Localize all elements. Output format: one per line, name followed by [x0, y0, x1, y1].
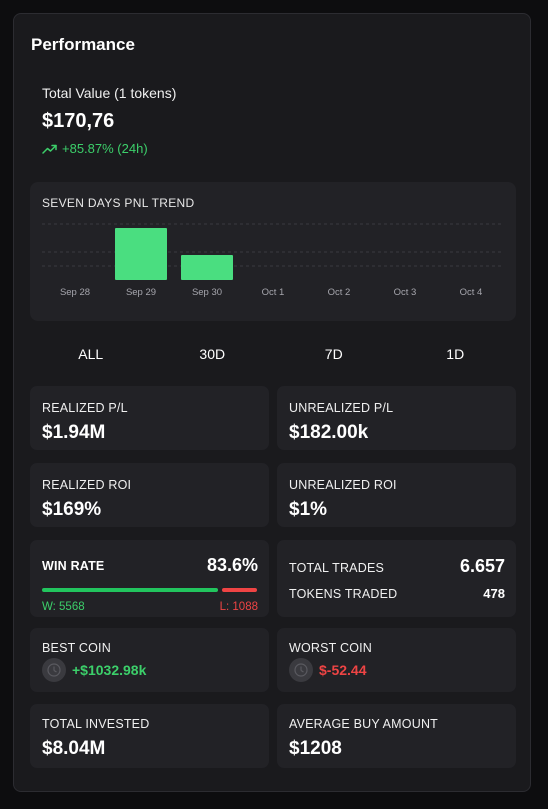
total-value-change-text: +85.87% (24h) — [62, 141, 148, 156]
realized-pl-label: REALIZED P/L — [42, 401, 128, 415]
x-tick-label: Sep 30 — [192, 287, 222, 298]
tokens-traded-label: TOKENS TRADED — [289, 587, 398, 601]
unrealized-pl-label: UNREALIZED P/L — [289, 401, 394, 415]
average-buy-card: AVERAGE BUY AMOUNT $1208 — [277, 704, 516, 768]
worst-coin-value: $-52.44 — [319, 662, 367, 678]
panel-title: Performance — [31, 35, 135, 54]
total-trades-value: 6.657 — [459, 556, 505, 576]
best-coin-row: +$1032.98k — [42, 658, 146, 682]
trending-up-icon — [42, 144, 57, 154]
tab-30d[interactable]: 30D — [199, 346, 226, 362]
x-tick-label: Oct 3 — [394, 287, 417, 298]
realized-roi-value: $169% — [42, 499, 102, 520]
worst-coin-card: WORST COIN $-52.44 — [277, 628, 516, 692]
chart-title: SEVEN DAYS PNL TREND — [42, 196, 195, 210]
win-rate-value: 83.6% — [206, 555, 258, 575]
coin-placeholder-icon — [42, 658, 66, 682]
x-tick-label: Oct 4 — [460, 287, 483, 298]
pnl-bar[interactable] — [181, 255, 233, 280]
total-value-change: +85.87% (24h) — [42, 141, 148, 156]
realized-pl-card: REALIZED P/L $1.94M — [30, 386, 269, 450]
unrealized-roi-card: UNREALIZED ROI $1% — [277, 463, 516, 527]
performance-panel: Performance Total Value (1 tokens) $170,… — [13, 13, 531, 792]
tokens-traded-value: 478 — [483, 586, 505, 601]
x-tick-label: Oct 2 — [328, 287, 351, 298]
best-coin-card: BEST COIN +$1032.98k — [30, 628, 269, 692]
realized-pl-value: $1.94M — [42, 422, 106, 443]
total-trades-label: TOTAL TRADES — [289, 561, 385, 575]
win-rate-bar-loss — [222, 588, 257, 592]
pnl-chart-svg: Sep 28 Sep 29 Sep 30 Oct 1 Oct 2 Oct 3 Oct 4 — [42, 223, 504, 298]
win-rate-label: WIN RATE — [42, 559, 105, 573]
trades-card: TOTAL TRADES 6.657 TOKENS TRADED 478 — [277, 540, 516, 617]
win-rate-card: WIN RATE 83.6% W: 5568 L: 1088 — [30, 540, 269, 617]
losses-count: L: 1088 — [219, 601, 258, 613]
average-buy-value: $1208 — [289, 738, 342, 759]
realized-roi-card: REALIZED ROI $169% — [30, 463, 269, 527]
total-value-amount: $170,76 — [42, 110, 115, 132]
total-invested-card: TOTAL INVESTED $8.04M — [30, 704, 269, 768]
total-value-label: Total Value (1 tokens) — [42, 85, 177, 101]
pnl-trend-chart: SEVEN DAYS PNL TREND Sep 28 Sep 29 Sep 30 O… — [30, 182, 516, 321]
tab-all[interactable]: ALL — [78, 346, 104, 362]
unrealized-pl-value: $182.00k — [289, 422, 369, 443]
win-rate-bar — [42, 588, 257, 592]
unrealized-pl-card: UNREALIZED P/L $182.00k — [277, 386, 516, 450]
realized-roi-label: REALIZED ROI — [42, 478, 132, 492]
win-rate-bar-win — [42, 588, 218, 592]
coin-placeholder-icon — [289, 658, 313, 682]
tab-1d[interactable]: 1D — [446, 346, 465, 362]
pnl-bar[interactable] — [115, 228, 167, 280]
average-buy-label: AVERAGE BUY AMOUNT — [289, 717, 439, 731]
total-invested-label: TOTAL INVESTED — [42, 717, 150, 731]
unrealized-roi-label: UNREALIZED ROI — [289, 478, 397, 492]
worst-coin-label: WORST COIN — [289, 641, 373, 655]
time-range-tabs: ALL 30D 7D 1D — [30, 339, 516, 369]
unrealized-roi-value: $1% — [289, 499, 328, 520]
total-trades-row: TOTAL TRADES 6.657 — [289, 556, 505, 577]
wins-count: W: 5568 — [42, 601, 85, 613]
total-invested-value: $8.04M — [42, 738, 106, 759]
best-coin-label: BEST COIN — [42, 641, 111, 655]
x-tick-label: Sep 29 — [126, 287, 156, 298]
x-tick-label: Sep 28 — [60, 287, 90, 298]
tab-7d[interactable]: 7D — [324, 346, 343, 362]
tokens-traded-row: TOKENS TRADED 478 — [289, 586, 505, 601]
best-coin-value: +$1032.98k — [72, 662, 147, 678]
x-tick-label: Oct 1 — [262, 287, 285, 298]
worst-coin-row: $-52.44 — [289, 658, 366, 682]
